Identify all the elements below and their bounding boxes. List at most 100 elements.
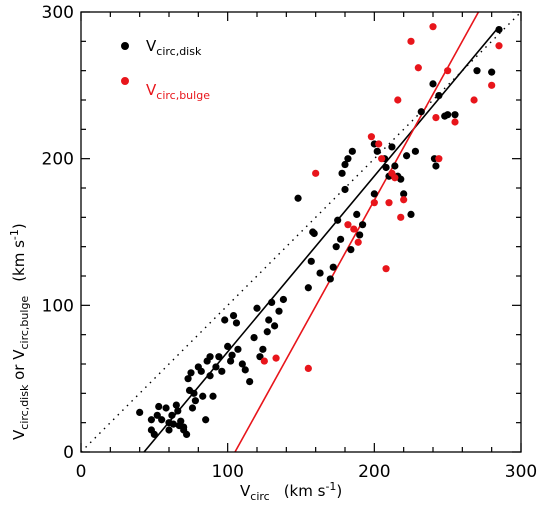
bulge-point (375, 140, 383, 148)
disk-point (228, 351, 236, 359)
x-axis-title: Vcirc (km s-1) (240, 480, 342, 503)
disk-point (224, 342, 232, 350)
disk-point (411, 147, 419, 155)
disk-point (234, 345, 242, 353)
disk-point (397, 175, 405, 183)
disk-point (316, 269, 324, 277)
legend: Vcirc,disk Vcirc,bulge (121, 37, 210, 102)
disk-point (268, 298, 276, 306)
disk-point (337, 235, 345, 243)
disk-point (183, 430, 191, 438)
bulge-point (435, 155, 443, 163)
disk-point (202, 416, 210, 424)
legend-marker-bulge (121, 77, 129, 85)
bulge-point (429, 23, 437, 31)
axis-ticks: 0 100 200 300 0 100 200 300 (42, 3, 538, 482)
disk-point (199, 392, 207, 400)
y-tick-label: 0 (63, 443, 74, 463)
legend-label-bulge: Vcirc,bulge (146, 81, 210, 102)
bulge-point (260, 357, 268, 365)
disk-point (221, 316, 229, 324)
disk-point (229, 312, 238, 320)
disk-point (359, 221, 367, 229)
legend-marker-disk (121, 42, 129, 50)
bulge-point (344, 221, 352, 229)
disk-point (353, 210, 361, 218)
disk-point (407, 210, 415, 218)
disk-point (174, 407, 182, 415)
line-one-to-one (80, 11, 522, 453)
disk-point (429, 80, 437, 88)
disk-point (326, 275, 334, 283)
bulge-point (385, 199, 393, 207)
disk-point (400, 190, 408, 198)
bulge-point (488, 81, 496, 89)
disk-point (168, 411, 176, 419)
x-tick-label: 100 (211, 462, 243, 482)
disk-point (238, 360, 246, 368)
disk-point (332, 243, 340, 251)
disk-point (279, 295, 287, 304)
disk-point (253, 304, 261, 312)
disk-point (150, 430, 158, 438)
disk-point (136, 408, 144, 416)
disk-point (153, 411, 161, 419)
x-tick-label: 300 (505, 462, 537, 482)
disk-point (162, 404, 170, 412)
disk-point (197, 367, 205, 375)
plot-frame (80, 11, 522, 453)
bulge-point (304, 364, 312, 372)
disk-point (275, 307, 283, 315)
y-tick-label: 100 (42, 296, 74, 316)
disk-point (341, 160, 349, 169)
disk-point (206, 372, 214, 380)
disk-point (259, 345, 267, 353)
bulge-point (444, 67, 452, 75)
disk-point (432, 162, 440, 170)
disk-point (215, 353, 223, 361)
disk-point (348, 147, 356, 155)
disk-point (310, 229, 318, 238)
disk-point (294, 194, 302, 202)
y-tick-label: 200 (42, 150, 74, 170)
disk-point (347, 246, 355, 254)
disk-point (403, 152, 411, 160)
disk-point (232, 319, 241, 327)
x-tick-label: 200 (358, 462, 390, 482)
y-axis-title: Vcirc,disk or Vcirc,bulge(km s-1) (8, 223, 31, 440)
y-tick-label: 300 (42, 3, 74, 23)
disk-point (241, 366, 249, 374)
disk-point (169, 420, 177, 428)
bulge-point (397, 213, 405, 221)
bulge-point (394, 96, 402, 104)
bulge-point (495, 42, 503, 50)
bulge-point (312, 169, 320, 177)
disk-point (265, 316, 273, 324)
disk-point (209, 392, 217, 400)
disk-point (212, 363, 220, 371)
disk-point (382, 163, 390, 172)
disk-point (373, 147, 381, 155)
bulge-point (432, 114, 440, 122)
bulge-point (354, 238, 362, 246)
disk-point (488, 68, 496, 76)
disk-point (263, 328, 271, 336)
disk-point (147, 416, 155, 424)
disk-point (187, 369, 195, 377)
disk-point (329, 263, 337, 271)
disk-point (188, 404, 197, 412)
disk-point (155, 402, 163, 411)
disk-point (341, 185, 349, 194)
line-fit-bulge (234, 11, 480, 453)
disk-point (191, 397, 199, 405)
bulge-point (400, 196, 408, 204)
disk-point (206, 353, 214, 361)
disk-point (250, 334, 258, 342)
disk-point (172, 401, 180, 409)
disk-point (388, 143, 396, 151)
data-points (136, 23, 503, 438)
disk-point (190, 389, 198, 397)
legend-label-disk: Vcirc,disk (146, 37, 202, 58)
disk-point (165, 426, 173, 434)
